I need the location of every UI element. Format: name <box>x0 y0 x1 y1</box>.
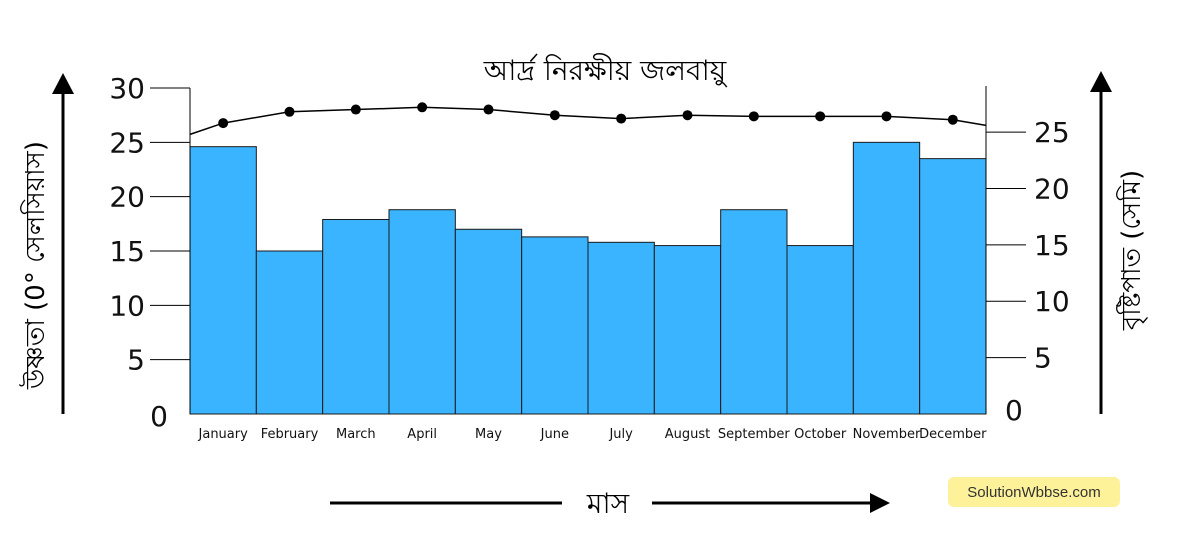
point-march <box>350 104 361 115</box>
month-label-january: January <box>198 427 249 442</box>
right-tick-label: 25 <box>1034 116 1070 149</box>
right-tick-label: 0 <box>1005 394 1023 427</box>
left-axis-ticks: 05 10 15 20 25 30 <box>109 72 190 433</box>
point-august <box>682 110 693 121</box>
right-tick-label: 20 <box>1034 172 1070 205</box>
watermark-badge <box>948 477 1120 507</box>
bar-may <box>454 228 523 415</box>
right-axis-ticks: 05 10 15 20 25 <box>986 116 1070 427</box>
x-axis-labels: January February March April May June July Augu… <box>198 427 988 442</box>
point-january <box>218 118 229 129</box>
bar-series <box>189 141 987 415</box>
x-axis-title: মাস <box>586 487 630 520</box>
month-label-march: March <box>336 427 376 442</box>
month-label-september: September <box>718 427 791 442</box>
left-tick-label: 25 <box>109 126 145 159</box>
right-axis-arrow-head <box>1090 71 1112 92</box>
bar-june <box>521 236 589 415</box>
point-june <box>549 110 560 121</box>
bar-july <box>587 241 655 415</box>
bar-march <box>322 218 390 415</box>
point-december <box>947 114 958 125</box>
bar-april <box>388 209 456 415</box>
month-label-february: February <box>261 427 319 442</box>
left-tick-label: 20 <box>109 181 145 214</box>
bar-december <box>919 158 987 415</box>
right-axis-title: বৃষ্টিপাত (সেমি) <box>1116 170 1147 331</box>
x-axis-arrow-head <box>870 493 890 513</box>
left-tick-label: 5 <box>127 344 145 377</box>
left-axis-title: উষ্ণতা (0° সেলসিয়াস) <box>19 141 51 390</box>
right-tick-label: 10 <box>1034 285 1070 318</box>
month-label-may: May <box>475 427 502 442</box>
point-april <box>417 102 428 113</box>
bar-august <box>653 245 722 415</box>
bar-october <box>786 245 854 415</box>
temperature-line-series <box>189 102 987 136</box>
point-may <box>483 104 494 115</box>
point-november <box>881 111 892 122</box>
month-label-august: August <box>665 427 711 442</box>
left-axis-arrow-head <box>52 73 74 94</box>
point-july <box>616 113 627 124</box>
month-label-december: December <box>919 427 987 442</box>
right-tick-label: 15 <box>1034 229 1070 262</box>
month-label-october: October <box>794 427 847 442</box>
point-october <box>815 111 826 122</box>
month-label-november: November <box>853 427 921 442</box>
temperature-line <box>189 106 987 136</box>
watermark-text: SolutionWbbse.com <box>967 484 1100 501</box>
bar-february <box>255 250 324 415</box>
month-label-april: April <box>407 427 437 442</box>
left-tick-label: 10 <box>109 289 145 322</box>
bar-september <box>720 209 788 415</box>
month-label-july: July <box>608 427 633 442</box>
chart-title: আর্দ্র নিরক্ষীয় জলবায়ু <box>483 53 728 87</box>
left-tick-label: 0 <box>150 400 168 433</box>
left-tick-label: 15 <box>109 235 145 268</box>
month-label-june: June <box>540 427 569 442</box>
bar-november <box>852 141 921 415</box>
left-tick-label: 30 <box>109 72 145 105</box>
point-february <box>284 106 295 117</box>
bar-january <box>189 146 257 415</box>
right-tick-label: 5 <box>1034 342 1052 375</box>
point-september <box>748 111 759 122</box>
